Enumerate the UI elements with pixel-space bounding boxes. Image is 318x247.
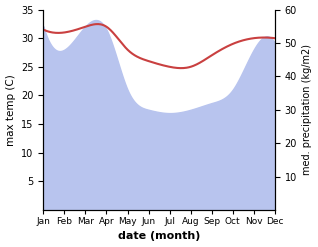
X-axis label: date (month): date (month) [118,231,200,242]
Y-axis label: max temp (C): max temp (C) [5,74,16,146]
Y-axis label: med. precipitation (kg/m2): med. precipitation (kg/m2) [302,44,313,175]
